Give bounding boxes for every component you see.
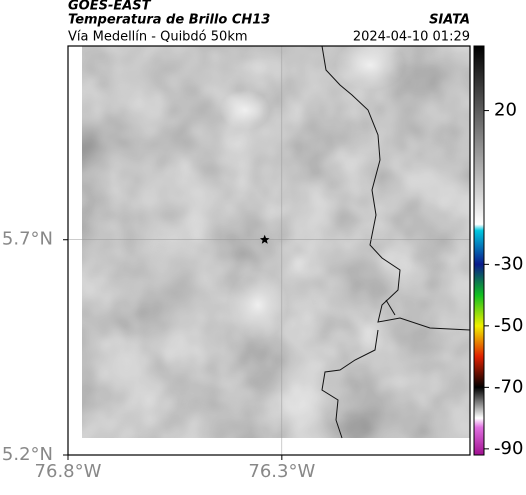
brightness-field — [82, 46, 470, 438]
colorbar-label: -30 — [494, 253, 523, 274]
cold-cloud — [228, 270, 288, 340]
colorbar-label: 20 — [494, 100, 517, 121]
subtitle: Temperatura de Brillo CH13 — [68, 13, 270, 28]
colorbar-label: -90 — [494, 438, 523, 459]
route: Vía Medellín - Quibdó 50km — [68, 30, 248, 45]
boundary — [321, 45, 471, 439]
location-marker — [260, 234, 270, 244]
colorbar-label: -70 — [494, 376, 523, 397]
colorbar-label: -50 — [494, 315, 523, 336]
y-tick-label: 5.2°N — [2, 444, 53, 465]
datetime: 2024-04-10 01:29 — [353, 30, 470, 45]
cold-cloud — [335, 40, 405, 90]
title: GOES-EAST — [68, 0, 152, 14]
colorbar — [473, 45, 485, 456]
source: SIATA — [429, 13, 470, 28]
x-tick-label: 76.8°W — [35, 461, 102, 482]
y-tick-label: 5.7°N — [2, 229, 53, 250]
x-tick-label: 76.3°W — [248, 461, 315, 482]
cold-cloud — [220, 90, 270, 130]
map-frame — [67, 45, 471, 456]
imagery — [82, 40, 470, 438]
